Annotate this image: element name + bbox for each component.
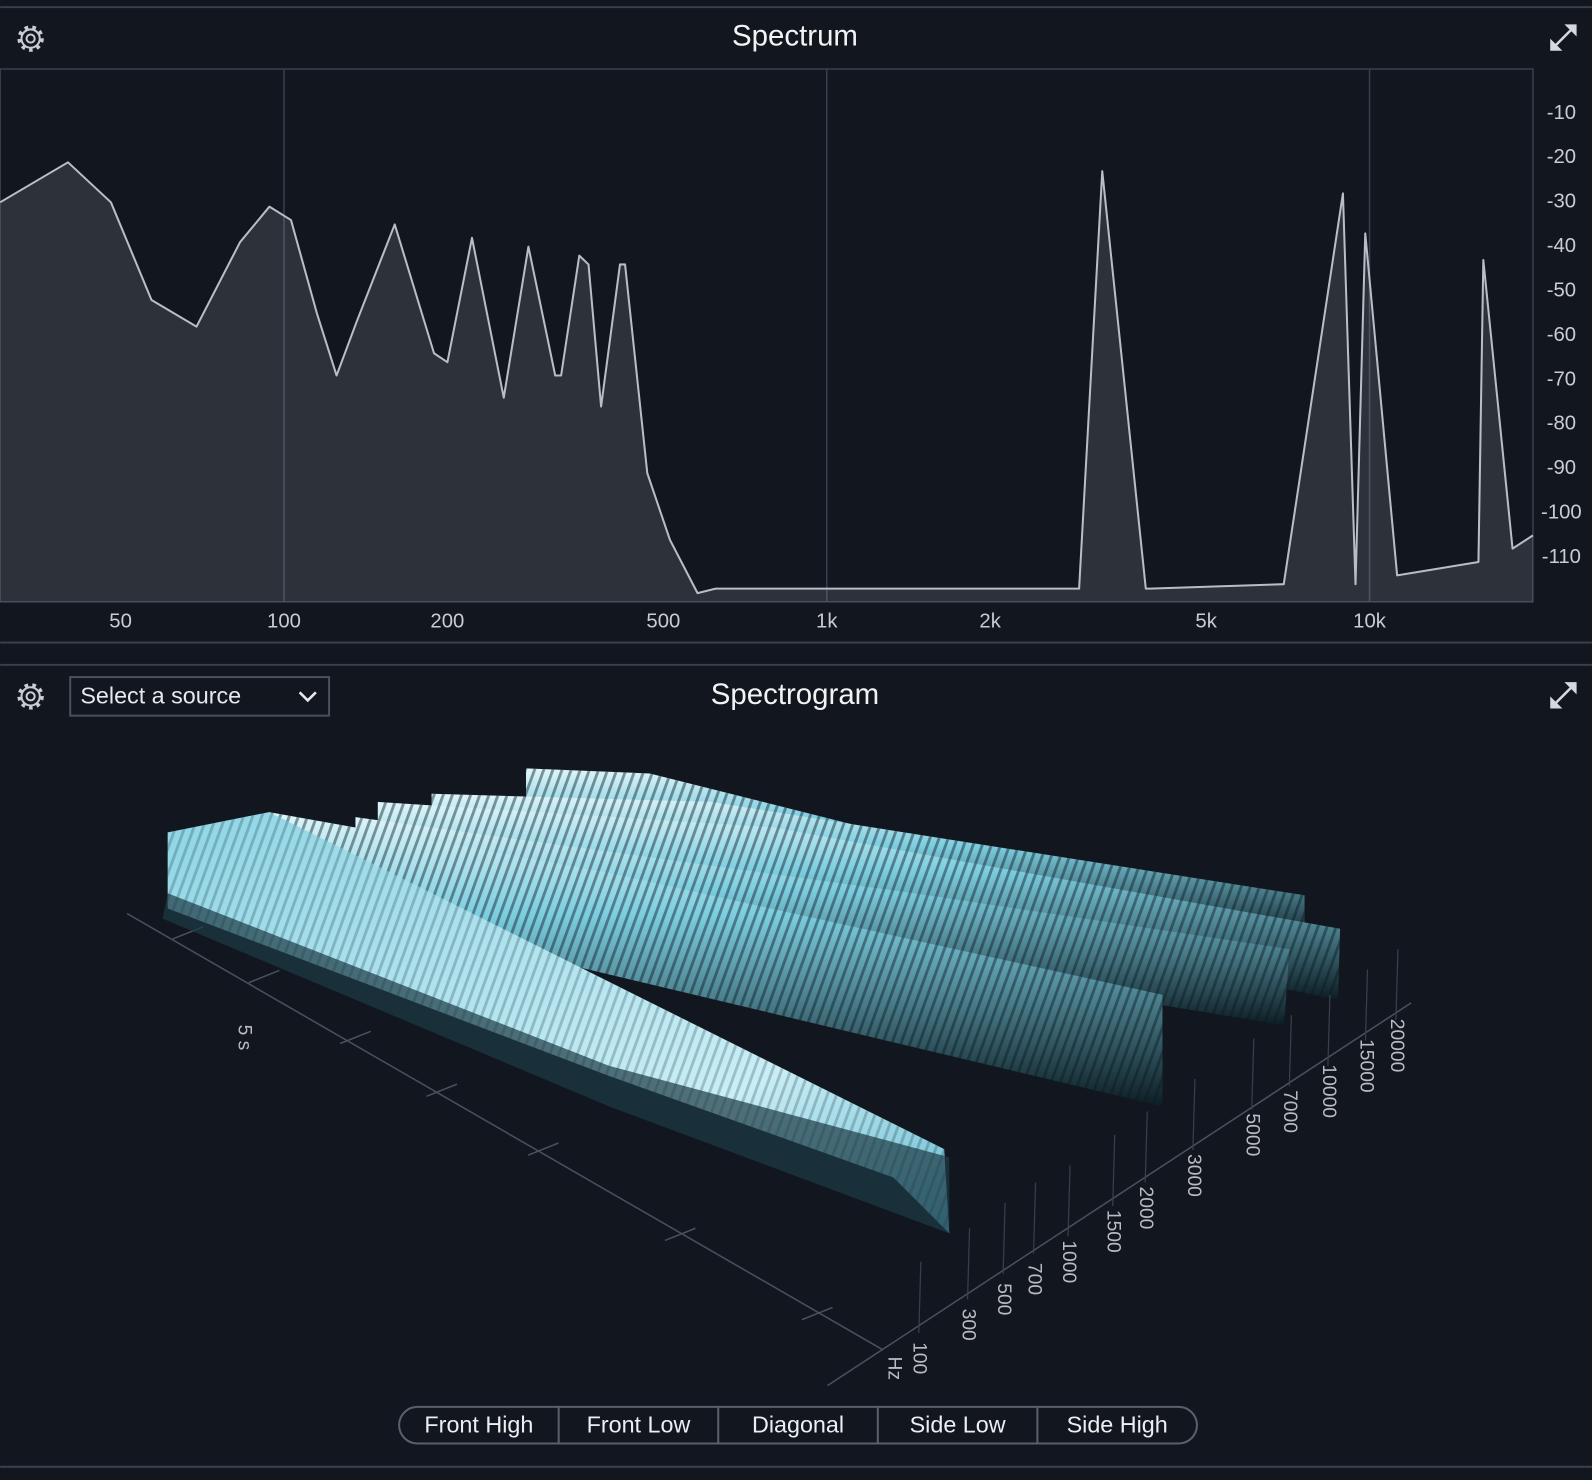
freq-grid bbox=[1288, 1015, 1292, 1087]
spectrogram-3d: 100 300 500 700 1000 1500 2000 3000 5000 7000 1000… bbox=[126, 768, 1412, 1387]
panel-title: Spectrogram bbox=[711, 678, 879, 711]
freq-grid bbox=[1002, 1202, 1006, 1274]
freq-label: 5000 bbox=[1242, 1113, 1263, 1156]
settings-icon[interactable] bbox=[17, 683, 44, 710]
view-buttons: Front High Front Low Diagonal Side Low Side … bbox=[398, 1405, 1198, 1445]
freq-grid bbox=[1112, 1134, 1116, 1206]
time-tick bbox=[664, 1227, 696, 1242]
time-tick bbox=[801, 1306, 833, 1321]
freq-grid bbox=[1364, 969, 1369, 1041]
time-tick bbox=[339, 1030, 371, 1045]
view-button-label: Side Low bbox=[910, 1411, 1006, 1437]
view-button-label: Side High bbox=[1067, 1411, 1168, 1437]
freq-grid bbox=[1144, 1111, 1148, 1183]
time-tick bbox=[426, 1083, 458, 1098]
y-tick-label: -90 bbox=[1547, 457, 1576, 479]
freq-grid bbox=[1192, 1079, 1196, 1151]
freq-label: 2000 bbox=[1135, 1187, 1156, 1230]
freq-grid bbox=[1327, 994, 1331, 1066]
freq-label: 20000 bbox=[1386, 1019, 1407, 1073]
ridge-texture bbox=[269, 812, 1163, 1107]
freq-axis bbox=[827, 1002, 1412, 1387]
freq-grid bbox=[1032, 1182, 1037, 1254]
freq-label: 700 bbox=[1023, 1263, 1044, 1295]
freq-label: 500 bbox=[993, 1283, 1014, 1315]
x-tick-label: 1k bbox=[816, 611, 838, 633]
x-tick-label: 2k bbox=[979, 611, 1001, 633]
view-button-label: Diagonal bbox=[752, 1411, 844, 1437]
freq-label: 100 bbox=[909, 1342, 930, 1374]
y-tick-label: -40 bbox=[1547, 235, 1576, 257]
freq-label: 7000 bbox=[1279, 1090, 1300, 1133]
x-tick-label: 5k bbox=[1195, 611, 1217, 633]
y-tick-label: -110 bbox=[1542, 546, 1581, 568]
x-tick-label: 10k bbox=[1353, 611, 1387, 633]
y-tick-label: -70 bbox=[1547, 368, 1576, 390]
y-tick-label: -50 bbox=[1547, 279, 1576, 301]
spectrum-area bbox=[0, 162, 1533, 602]
freq-label: 3000 bbox=[1183, 1154, 1204, 1197]
x-tick-label: 100 bbox=[267, 611, 301, 633]
time-tick bbox=[527, 1142, 559, 1156]
freq-label: 1500 bbox=[1103, 1210, 1124, 1253]
freq-label: 15000 bbox=[1355, 1039, 1376, 1093]
view-button-label: Front Low bbox=[587, 1411, 691, 1437]
x-tick-label: 500 bbox=[646, 611, 680, 633]
time-label: 5 s bbox=[234, 1025, 255, 1051]
front-edge bbox=[162, 893, 950, 1234]
freq-grid bbox=[918, 1261, 922, 1333]
y-tick-label: -100 bbox=[1541, 501, 1582, 523]
freq-label: 1000 bbox=[1058, 1240, 1079, 1283]
view-button-label: Front High bbox=[424, 1411, 533, 1437]
button-group-frame bbox=[398, 1405, 1198, 1445]
ridge-texture bbox=[167, 812, 950, 1234]
plot-area bbox=[0, 68, 1534, 603]
panel-title: Spectrum bbox=[732, 19, 858, 52]
freq-label: 300 bbox=[957, 1309, 978, 1341]
freq-label: 10000 bbox=[1318, 1064, 1339, 1118]
y-tick-label: -30 bbox=[1547, 191, 1576, 213]
time-axis bbox=[126, 912, 884, 1351]
spectrum-line bbox=[0, 161, 1534, 595]
settings-icon[interactable] bbox=[17, 25, 44, 52]
freq-grid bbox=[1067, 1165, 1071, 1237]
select-label: Select a source bbox=[80, 683, 241, 709]
freq-grid bbox=[1251, 1038, 1255, 1110]
y-tick-label: -10 bbox=[1547, 102, 1576, 124]
y-tick-label: -20 bbox=[1547, 146, 1576, 168]
x-tick-label: 50 bbox=[109, 611, 132, 633]
y-tick-label: -80 bbox=[1547, 413, 1576, 435]
freq-grid bbox=[966, 1228, 971, 1300]
source-select[interactable]: Select a source bbox=[69, 676, 331, 717]
time-tick bbox=[248, 969, 280, 984]
freq-grid bbox=[1395, 949, 1399, 1021]
x-tick-label: 200 bbox=[430, 611, 464, 633]
freq-unit: Hz bbox=[883, 1357, 904, 1381]
y-tick-label: -60 bbox=[1547, 324, 1576, 346]
